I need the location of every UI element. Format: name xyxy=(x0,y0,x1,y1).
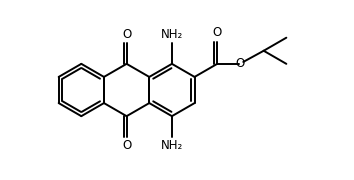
Text: O: O xyxy=(122,139,131,152)
Text: O: O xyxy=(122,28,131,41)
Text: NH₂: NH₂ xyxy=(161,139,183,152)
Text: O: O xyxy=(235,57,244,70)
Text: NH₂: NH₂ xyxy=(161,28,183,41)
Text: O: O xyxy=(213,26,222,39)
